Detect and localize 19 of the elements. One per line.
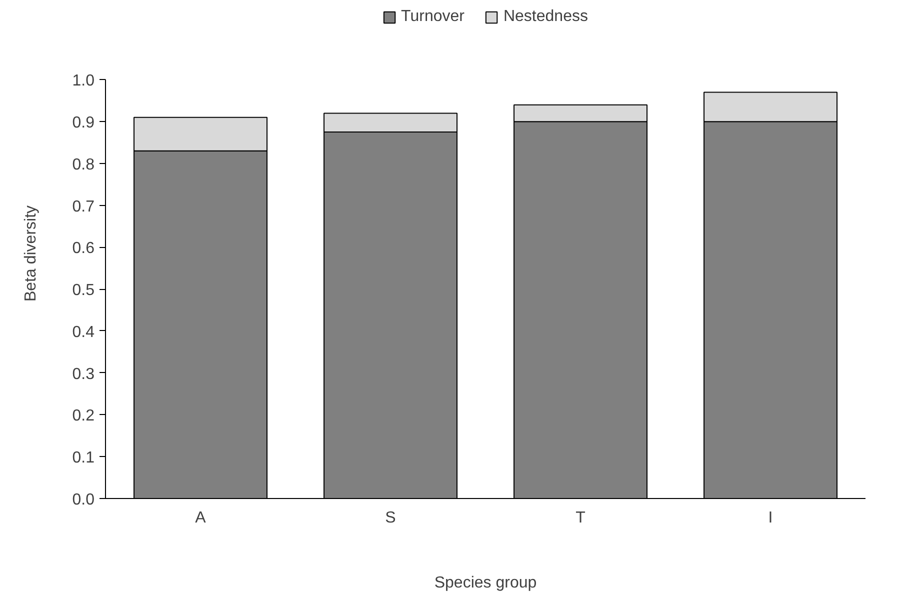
y-tick-label: 0.6 bbox=[72, 240, 95, 258]
y-tick-label: 0.8 bbox=[72, 156, 95, 174]
y-tick-label: 0.0 bbox=[72, 492, 95, 508]
legend-label: Turnover bbox=[401, 8, 464, 26]
y-tick-label: 0.2 bbox=[72, 408, 95, 425]
x-tick-label: S bbox=[385, 510, 396, 526]
x-tick-label: A bbox=[195, 510, 206, 526]
x-axis-title: Species group bbox=[434, 574, 537, 592]
y-tick-label: 0.9 bbox=[72, 114, 95, 132]
y-tick-label: 1.0 bbox=[72, 72, 95, 90]
x-tick-label: T bbox=[576, 510, 586, 526]
y-axis-title: Beta diversity bbox=[22, 205, 40, 302]
x-tick-label: I bbox=[768, 510, 773, 526]
y-tick-label: 0.5 bbox=[72, 282, 95, 300]
y-tick-label: 0.7 bbox=[72, 198, 95, 216]
legend-label: Nestedness bbox=[503, 8, 588, 26]
y-tick-label: 0.4 bbox=[72, 324, 95, 341]
y-tick-label: 0.3 bbox=[72, 366, 95, 383]
y-tick-label: 0.1 bbox=[72, 450, 95, 467]
